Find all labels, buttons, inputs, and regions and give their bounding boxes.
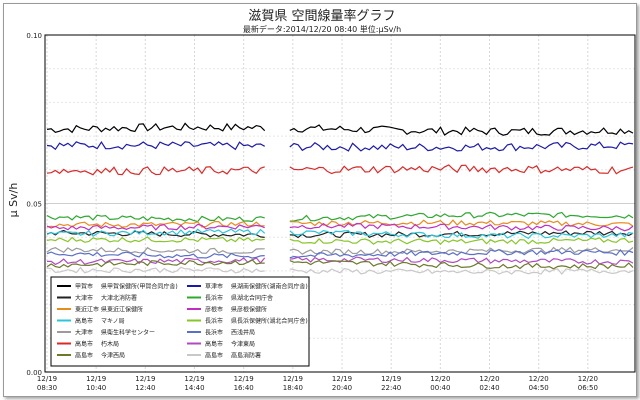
series-lines [46,122,634,275]
legend-city: 長浜市 [205,317,223,325]
y-tick-label: 0.05 [26,201,42,209]
x-tick-time: 12:40 [135,384,155,392]
y-tick-label: 0.10 [26,32,42,40]
x-tick-labels: 12/1908:3012/1910:4012/1912:4012/1914:40… [37,375,598,392]
legend: 甲賀市 県甲賀保健所(甲賀合同庁舎) 草津市 県湖南保健所(湖南合同庁舎)大津市 大津北… [50,276,310,367]
x-tick-date: 12/19 [381,375,401,383]
series-line [289,248,634,259]
series-line [289,267,634,275]
series-line [46,140,265,151]
legend-city: 東近江市 [75,306,99,314]
series-line [46,122,266,134]
chart-title: 滋賀県 空間線量率グラフ [248,8,395,24]
series-line [289,222,634,232]
legend-city: 高島市 [205,352,223,360]
x-tick-date: 12/19 [86,375,106,383]
radiation-line-chart: 滋賀県 空間線量率グラフ 最新データ:2014/12/20 08:40 単位:μ… [7,8,636,392]
series-line [289,219,634,227]
series-line [46,246,265,255]
legend-city: 高島市 [205,340,223,348]
y-tick-label: 0.00 [26,369,42,377]
legend-site: 県彦根保健所 [231,306,267,314]
chart-frame: 滋賀県 空間線量率グラフ 最新データ:2014/12/20 08:40 単位:μ… [3,3,637,397]
series-line [289,237,634,246]
chart-subtitle: 最新データ:2014/12/20 08:40 単位:μSv/h [243,24,401,34]
x-tick-time: 14:40 [184,384,204,392]
series-line [46,223,265,231]
x-tick-date: 12/19 [283,375,303,383]
series-line [46,266,265,274]
x-tick-date: 12/20 [430,375,450,383]
x-tick-time: 16:40 [234,384,254,392]
series-line [46,258,265,269]
series-line [289,230,634,239]
legend-box [50,276,310,367]
series-line [46,166,265,176]
x-tick-time: 10:40 [86,384,106,392]
x-tick-date: 12/19 [37,375,57,383]
x-tick-time: 02:40 [479,384,499,392]
legend-site: 高島消防署 [231,352,261,360]
legend-city: 大津市 [75,329,93,337]
legend-site: 県衛生科学センター [101,329,155,337]
series-line [289,260,634,270]
x-tick-time: 20:40 [332,384,352,392]
x-tick-time: 06:50 [578,384,598,392]
legend-city: 彦根市 [205,306,223,314]
series-line [289,124,634,136]
x-tick-date: 12/19 [184,375,204,383]
legend-city: 高島市 [75,352,93,360]
x-tick-date: 12/19 [234,375,254,383]
x-tick-time: 08:30 [37,384,57,392]
x-tick-time: 00:40 [430,384,450,392]
legend-site: 県湖北合同庁舎 [231,294,273,302]
legend-site: 今津東局 [231,340,255,348]
series-line [46,220,265,228]
legend-site: 大津北消防署 [101,294,137,302]
series-line [289,211,634,222]
legend-city: 草津市 [205,283,223,291]
series-line [289,164,634,175]
legend-city: 大津市 [75,294,93,302]
legend-city: 長浜市 [205,294,223,302]
series-line [46,228,266,237]
y-axis-label: μ Sv/h [7,183,20,218]
x-tick-time: 04:50 [529,384,549,392]
legend-city: 高島市 [75,340,93,348]
series-line [47,257,266,266]
legend-site: マキノ局 [101,318,125,325]
legend-site: 県東近江保健所 [101,306,143,314]
legend-city: 長浜市 [205,329,223,337]
plot-area-border [44,34,636,373]
legend-site: 今津西局 [101,352,125,360]
legend-site: 県甲賀保健所(甲賀合同庁舎) [101,283,178,291]
x-tick-date: 12/20 [479,375,499,383]
series-line [46,251,265,259]
series-line [289,246,634,256]
x-tick-date: 12/20 [529,375,549,383]
legend-site: 西浅井局 [231,329,255,337]
series-line [46,236,265,243]
legend-city: 甲賀市 [75,283,93,291]
x-tick-time: 22:40 [381,384,401,392]
legend-site: 県湖南保健所(湖南合同庁舎) [231,283,308,291]
legend-site: 県長浜保健所(湖北合同庁舎) [231,317,308,325]
y-tick-labels: 0.00 0.05 0.10 [26,32,42,377]
x-tick-time: 18:40 [283,384,303,392]
legend-site: 朽木局 [101,340,119,348]
x-tick-date: 12/19 [332,375,352,383]
series-line [289,229,634,240]
x-tick-date: 12/19 [135,375,155,383]
legend-city: 高島市 [75,317,93,325]
series-line [289,141,634,152]
x-tick-date: 12/20 [578,375,598,383]
series-line [289,256,634,265]
series-line [46,214,265,223]
